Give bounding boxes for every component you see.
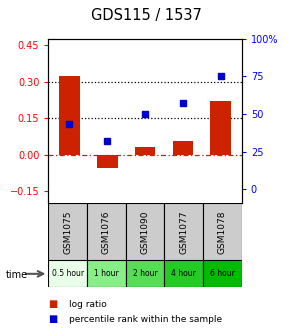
Bar: [97, 155, 117, 168]
Text: 0.5 hour: 0.5 hour: [52, 269, 84, 278]
Bar: [203, 203, 242, 260]
Text: percentile rank within the sample: percentile rank within the sample: [69, 315, 222, 324]
Text: GDS115 / 1537: GDS115 / 1537: [91, 8, 202, 24]
Text: 4 hour: 4 hour: [171, 269, 196, 278]
Text: GSM1075: GSM1075: [63, 210, 72, 254]
Text: GSM1077: GSM1077: [179, 210, 188, 254]
Bar: [134, 148, 156, 155]
Bar: [173, 141, 193, 155]
Bar: [126, 260, 164, 287]
Bar: [59, 76, 80, 155]
Bar: [210, 101, 231, 155]
Bar: [87, 260, 126, 287]
Text: GSM1078: GSM1078: [218, 210, 227, 254]
Text: log ratio: log ratio: [69, 300, 107, 308]
Bar: [48, 260, 87, 287]
Text: 2 hour: 2 hour: [133, 269, 157, 278]
Text: 1 hour: 1 hour: [94, 269, 119, 278]
Bar: [87, 203, 126, 260]
Text: time: time: [6, 269, 28, 280]
Bar: [203, 260, 242, 287]
Text: 6 hour: 6 hour: [210, 269, 235, 278]
Text: ■: ■: [48, 314, 58, 324]
Text: ■: ■: [48, 299, 58, 309]
Text: GSM1076: GSM1076: [102, 210, 111, 254]
Bar: [126, 203, 164, 260]
Bar: [164, 203, 203, 260]
Text: GSM1090: GSM1090: [141, 210, 149, 254]
Bar: [48, 203, 87, 260]
Bar: [164, 260, 203, 287]
